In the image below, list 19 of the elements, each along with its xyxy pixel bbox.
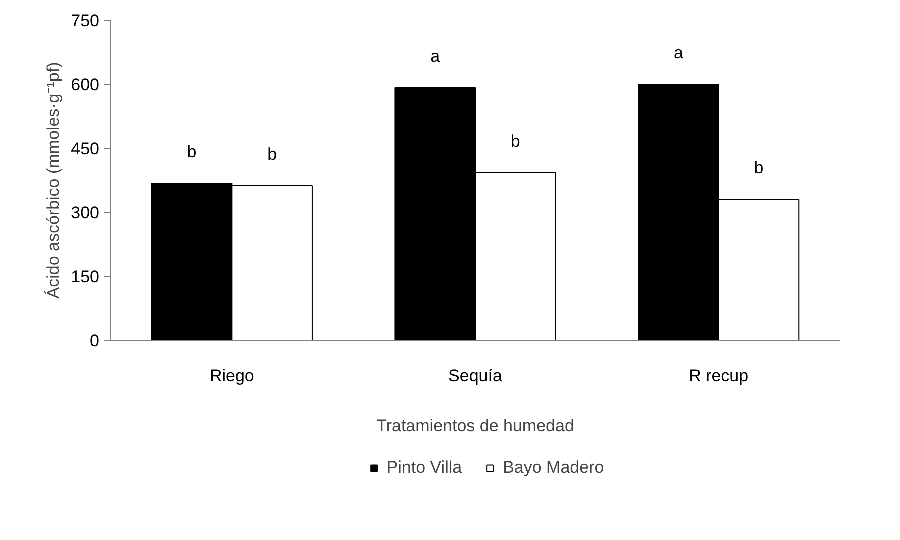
annotation: a — [430, 46, 441, 66]
annotation: b — [187, 142, 197, 162]
annotation: a — [674, 44, 684, 62]
annotation: b — [510, 132, 520, 151]
y-tick-label: 750 — [71, 12, 100, 30]
legend-label: Bayo Madero — [503, 458, 604, 478]
y-tick-label: 600 — [71, 76, 100, 94]
annotation: b — [268, 145, 278, 164]
y-tick-label: 450 — [71, 140, 100, 158]
x-tick-label: Riego — [210, 366, 254, 386]
x-tick-label: R recup — [689, 366, 749, 386]
x-axis-title: Tratamientos de humedad — [376, 416, 574, 436]
y-axis-title: Ácido ascórbico (mmoles·g⁻¹pf) — [44, 62, 64, 299]
x-tick-label: Sequía — [448, 366, 503, 386]
annotation: b — [754, 158, 764, 178]
y-tick-label: 0 — [90, 332, 100, 350]
y-tick-label: 150 — [71, 268, 100, 286]
legend-label: Pinto Villa — [386, 458, 462, 478]
y-tick-label: 300 — [71, 204, 100, 222]
